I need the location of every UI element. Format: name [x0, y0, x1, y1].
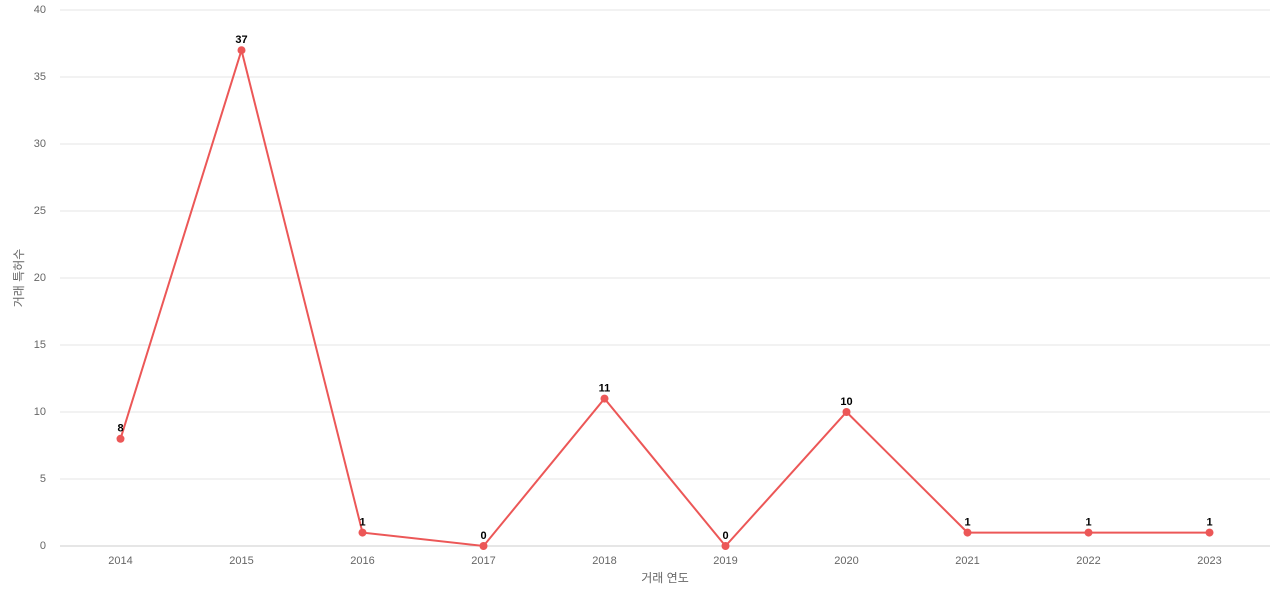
- data-point: [600, 394, 609, 403]
- y-tick-label: 5: [40, 473, 46, 485]
- y-tick-label: 35: [34, 71, 46, 83]
- x-tick-label: 2023: [1197, 555, 1221, 567]
- data-point: [358, 528, 367, 537]
- data-point: [963, 528, 972, 537]
- y-tick-label: 25: [34, 205, 46, 217]
- data-label: 1: [964, 517, 970, 529]
- data-label: 11: [599, 383, 611, 395]
- y-tick-label: 0: [40, 540, 46, 552]
- data-point: [1205, 528, 1214, 537]
- y-tick-label: 10: [34, 406, 46, 418]
- data-label: 1: [1085, 517, 1091, 529]
- x-tick-label: 2014: [108, 555, 132, 567]
- y-tick-label: 40: [34, 4, 46, 16]
- y-tick-label: 15: [34, 339, 46, 351]
- x-tick-label: 2018: [592, 555, 616, 567]
- x-tick-label: 2019: [713, 555, 737, 567]
- x-tick-label: 2021: [955, 555, 979, 567]
- y-tick-label: 30: [34, 138, 46, 150]
- data-label: 8: [117, 423, 123, 435]
- data-point: [479, 542, 488, 550]
- data-label: 1: [1206, 517, 1212, 529]
- data-point: [116, 434, 125, 443]
- data-point: [721, 542, 730, 550]
- data-label: 37: [235, 34, 247, 46]
- x-tick-label: 2020: [834, 555, 858, 567]
- data-line: [119, 46, 1210, 548]
- y-tick-label: 20: [34, 272, 46, 284]
- x-tick-label: 2017: [471, 555, 495, 567]
- data-point: [237, 46, 246, 55]
- x-tick-label: 2016: [350, 555, 374, 567]
- x-axis-title: 거래 연도: [641, 571, 689, 585]
- data-label: 0: [722, 530, 728, 542]
- data-label: 1: [359, 517, 365, 529]
- data-point: [842, 408, 851, 416]
- x-tick-label: 2022: [1076, 555, 1100, 567]
- y-axis-title: 거래 특허수: [12, 249, 26, 308]
- x-tick-label: 2015: [229, 555, 253, 567]
- data-label: 10: [840, 396, 852, 408]
- data-point: [1084, 528, 1093, 537]
- data-label: 0: [480, 530, 486, 542]
